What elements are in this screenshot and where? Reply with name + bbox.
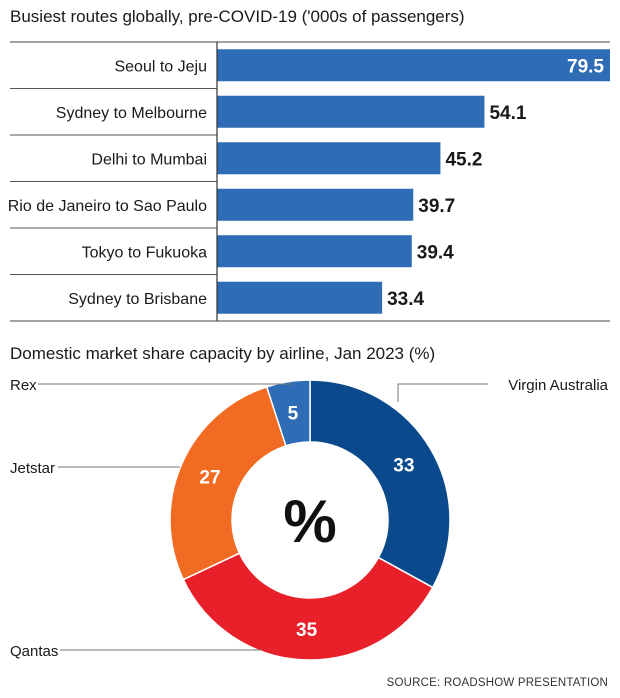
bar-chart: Seoul to Jeju 79.5 Sydney to Melbourne 54.1… [8, 41, 610, 322]
bar [217, 142, 441, 175]
bar [217, 281, 383, 314]
slice-name-label: Jetstar [10, 460, 55, 477]
slice-name-label: Qantas [10, 643, 58, 660]
category-label: Delhi to Mumbai [91, 151, 207, 168]
source-note: SOURCE: ROADSHOW PRESENTATION [386, 677, 608, 689]
bar [217, 235, 412, 268]
donut-slice [169, 385, 287, 581]
center-percent-label: % [283, 488, 336, 555]
slice-value-label: 33 [393, 456, 414, 477]
bar-value-label: 54.1 [489, 103, 526, 124]
slice-value-label: 5 [288, 403, 299, 424]
bar-value-label: 79.5 [567, 56, 604, 77]
category-label: Seoul to Jeju [114, 58, 207, 75]
bar [217, 188, 414, 221]
category-label: Sydney to Brisbane [68, 291, 207, 308]
bar-value-label: 33.4 [387, 289, 424, 310]
bar [217, 95, 485, 128]
bar-value-label: 39.7 [418, 196, 455, 217]
category-label: Rio de Janeiro to Sao Paulo [8, 198, 207, 215]
slice-name-label: Rex [10, 377, 37, 394]
category-label: Sydney to Melbourne [56, 105, 207, 122]
donut-chart-title: Domestic market share capacity by airlin… [10, 344, 436, 363]
donut-slice [182, 552, 434, 661]
bar-chart-title: Busiest routes globally, pre-COVID-19 ('… [10, 7, 465, 26]
donut-chart: 33 35 27 5% Virgin Australia Qantas Jetstar Rex [10, 377, 609, 661]
donut-slice [309, 379, 451, 589]
bar-value-label: 45.2 [445, 149, 482, 170]
slice-value-label: 27 [199, 468, 220, 489]
bar [217, 49, 610, 82]
donut-slice [265, 379, 311, 447]
slice-name-label: Virgin Australia [508, 377, 608, 394]
category-label: Tokyo to Fukuoka [82, 244, 208, 261]
bar-value-label: 39.4 [417, 242, 454, 263]
slice-value-label: 35 [296, 620, 318, 641]
leader-line [397, 383, 488, 402]
